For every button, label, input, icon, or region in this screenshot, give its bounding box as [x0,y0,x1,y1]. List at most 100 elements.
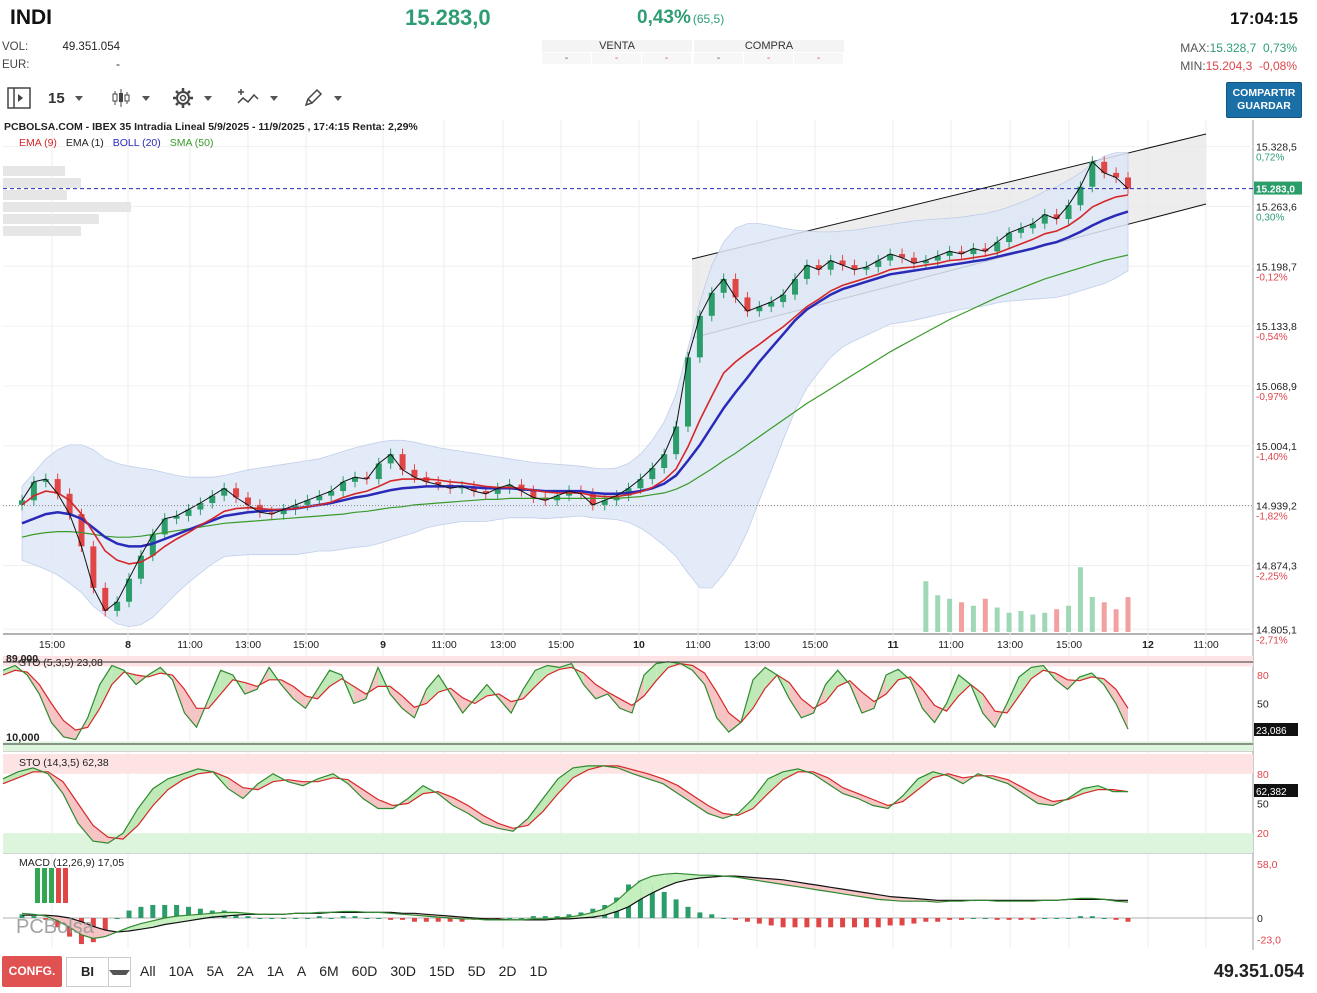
period-5a[interactable]: 5A [206,963,224,979]
macd-histogram-bar [43,918,49,920]
candle-body [78,514,85,547]
candle-body [684,357,691,427]
macd-histogram-bar [721,918,727,919]
macd-y-tick: -23,0 [1257,934,1281,946]
period-all[interactable]: All [140,963,156,979]
min-value: 15.204,3 [1205,59,1253,73]
period-10a[interactable]: 10A [168,963,194,979]
drawing-tools-button[interactable] [302,86,342,110]
macd-histogram-bar [959,918,965,920]
sto-fill [547,665,560,675]
candle-body [161,518,168,535]
volume-bar [1030,614,1036,632]
period-5d[interactable]: 5D [467,963,486,979]
chart-legend: EMA (9) EMA (1) BOLL (20) SMA (50) [19,137,219,149]
macd-histogram-bar [102,918,108,932]
period-2a[interactable]: 2A [236,963,254,979]
min-row: MIN:15.204,3 -0,08% [1180,59,1297,73]
buy-cell: - [694,53,743,64]
settings-button[interactable] [172,86,212,110]
sto-fill [693,795,708,814]
candle-body [708,292,715,316]
sto-fill [184,689,197,728]
sto-fill [244,682,258,694]
y-pct-label: -2,25% [1256,571,1288,582]
candle-body [268,512,275,515]
macd-histogram-bar [411,918,417,922]
period-1d[interactable]: 1D [529,963,548,979]
sto-fill [1031,665,1044,679]
candle-body [1006,232,1013,243]
candle-body [661,454,668,468]
price-chart[interactable]: 15:00 8 11:00 13:00 15:00 9 11:00 13:00 15:00 10 1… [0,118,1317,950]
symbol-name: INDI [10,6,52,29]
period-a[interactable]: A [296,963,307,979]
macd-histogram-bar [518,918,524,919]
macd-histogram-bar [1101,918,1107,919]
x-tick-label: 15:00 [548,639,574,651]
macd-histogram-bar [185,906,191,918]
sto-fill [543,778,558,812]
chevron-down-icon [334,95,342,101]
volume-profile-bar [3,226,81,236]
sto-fill [498,823,513,832]
candle-body [399,454,406,470]
x-tick-label: 15:00 [802,639,828,651]
oversold-zone [3,741,1253,751]
mode-select[interactable]: BI [66,957,131,987]
sell-cell: - [642,53,691,64]
period-30d[interactable]: 30D [390,963,417,979]
change-abs: (65,5) [692,12,725,26]
macd-spike-bar [63,868,68,903]
y-tick-label: 15.263,6 [1256,201,1297,213]
y-tick-label: 15.328,5 [1256,142,1297,154]
x-tick-label: 13:00 [235,639,261,651]
config-button[interactable]: CONFG. [2,956,62,987]
sto-fill [873,799,888,809]
candle-body [744,297,751,312]
chart-type-button[interactable] [110,86,150,110]
volume-profile-bar [3,214,99,224]
share-save-button[interactable]: COMPARTIR GUARDAR [1226,82,1302,118]
period-1a[interactable]: 1A [266,963,284,979]
sto-fill [573,765,588,778]
volume-bar [959,602,965,632]
period-15d[interactable]: 15D [429,963,455,979]
period-6m[interactable]: 6M [319,963,339,979]
sto-fill [644,663,657,696]
macd-histogram-bar [1089,916,1095,918]
macd-fill [200,913,213,919]
candle-body [827,260,834,270]
period-2d[interactable]: 2D [498,963,517,979]
macd-fill [664,873,677,888]
indicators-button[interactable] [236,86,278,110]
interval-select[interactable]: 15 [48,86,83,110]
volume-bar [923,581,929,632]
macd-fill [580,912,593,918]
sto-fill [258,773,273,790]
y-pct-label: 0,72% [1256,153,1284,164]
macd-histogram-bar [340,916,346,918]
sto-fill [918,771,933,790]
sto-fill [692,665,705,685]
sto-fill [33,767,48,774]
candle-body [720,278,727,293]
candle-body [494,488,501,494]
x-tick-label: 11:00 [1193,639,1219,651]
volume-value: 49.351.054 [62,41,120,53]
y-tick-label: 15.198,7 [1256,261,1297,273]
period-60d[interactable]: 60D [351,963,378,979]
max-pct: 0,73% [1262,41,1297,55]
macd-histogram-bar [840,918,846,928]
sto-fill [708,805,723,819]
y-pct-label: -1,82% [1256,512,1288,523]
macd-fill [628,880,641,907]
sto-y-tick: 80 [1257,769,1269,781]
macd-histogram-bar [150,904,156,918]
macd-histogram-bar [970,918,976,919]
sto-fill [123,808,138,840]
candle-body [375,463,382,480]
eur-row: EUR: - [2,59,120,71]
panel-toggle-button[interactable] [6,86,32,110]
candle-body [601,500,608,505]
